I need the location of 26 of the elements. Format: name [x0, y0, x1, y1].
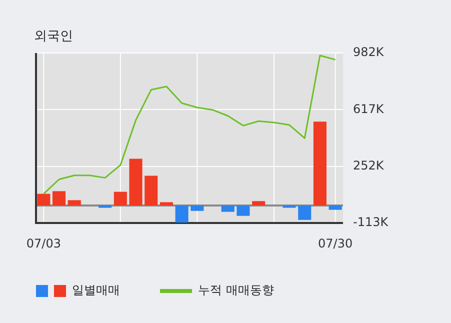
- bar: [52, 191, 66, 206]
- bar: [37, 194, 50, 206]
- bar: [236, 205, 250, 216]
- bar: [252, 201, 266, 206]
- bar: [144, 176, 158, 206]
- bar: [68, 200, 81, 206]
- bar: [160, 202, 173, 206]
- bar: [98, 205, 112, 208]
- bar: [328, 205, 342, 210]
- bar: [298, 205, 312, 220]
- bar: [129, 158, 142, 206]
- legend-label: 누적 매매동향: [198, 282, 274, 299]
- legend-label: 일별매매: [72, 282, 120, 299]
- bar: [313, 122, 326, 206]
- y-tick-label: 252K: [353, 158, 385, 172]
- x-tick-label: 07/30: [318, 236, 353, 250]
- y-tick-label: 617K: [353, 102, 385, 116]
- bar: [221, 205, 234, 212]
- y-tick-label: -113K: [353, 215, 390, 230]
- x-tick-label: 07/03: [26, 236, 61, 250]
- bar: [282, 205, 296, 208]
- bar: [114, 192, 127, 206]
- y-tick-label: 982K: [353, 45, 385, 60]
- bar: [175, 205, 188, 223]
- bar: [190, 205, 204, 211]
- chart-title: 외국인: [34, 28, 73, 45]
